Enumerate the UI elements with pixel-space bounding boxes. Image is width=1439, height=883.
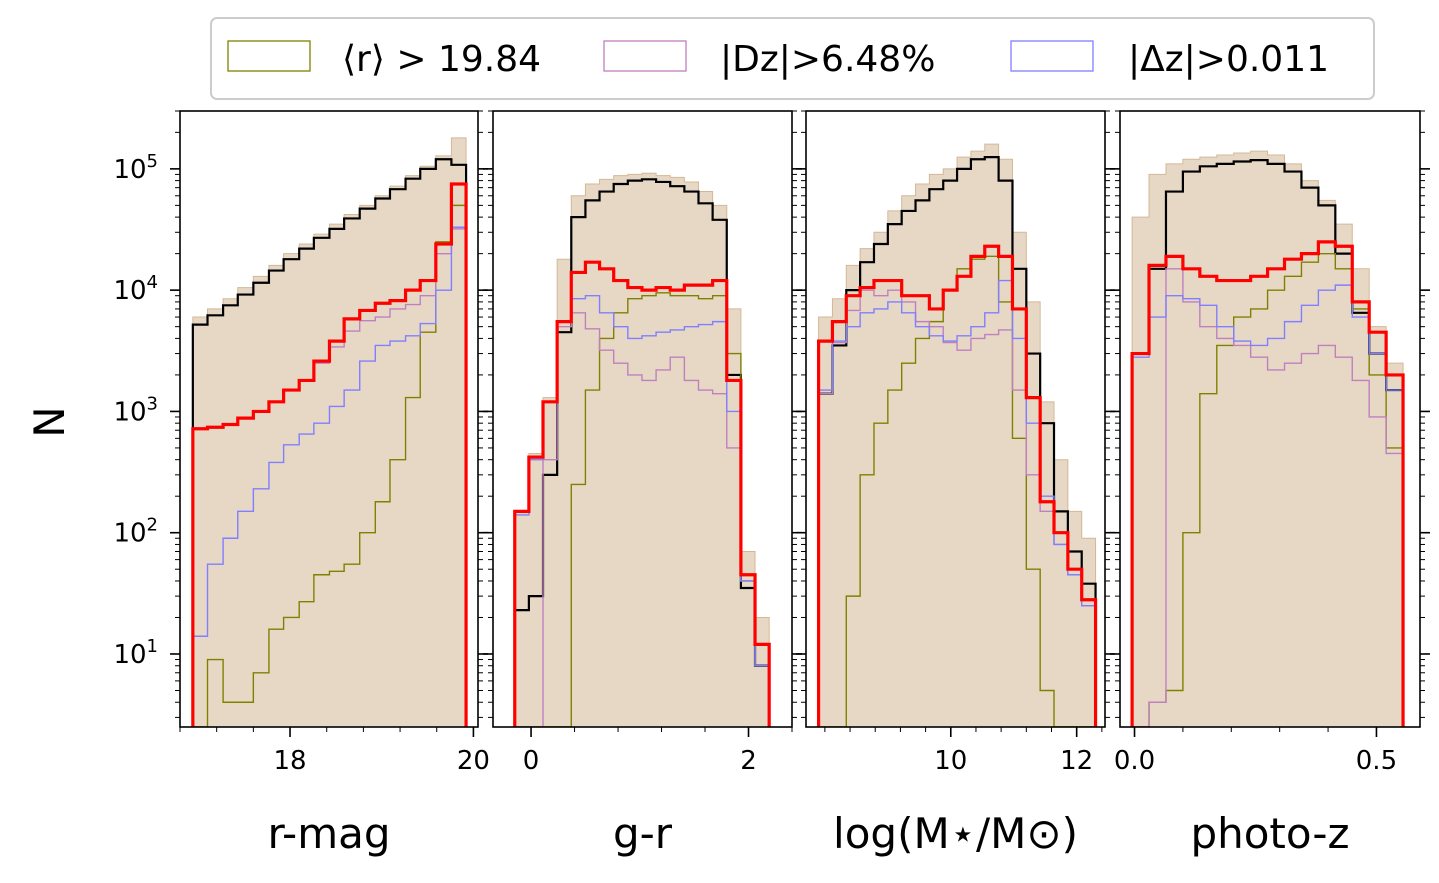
y-tick-exponent: 3 xyxy=(147,393,158,414)
legend-frame xyxy=(210,17,1375,100)
legend-swatch-dz-percent xyxy=(603,40,687,72)
histogram-all-filled xyxy=(1131,150,1404,727)
histogram-rmag-cut xyxy=(192,204,467,727)
x-tick-label: 0 xyxy=(523,746,540,776)
panel-frame xyxy=(1119,110,1421,728)
y-tick-exponent: 5 xyxy=(147,151,158,172)
histogram-rmag-cut xyxy=(1132,252,1404,727)
panel-frame xyxy=(805,110,1106,728)
histogram-dz-absolute-cut xyxy=(192,226,467,727)
histogram-dz-absolute-cut xyxy=(1131,284,1404,727)
y-tick-label: 105 xyxy=(113,151,158,185)
x-axis-label: photo-z xyxy=(1190,809,1349,858)
histogram-rmag-cut xyxy=(514,292,770,727)
y-tick-base: 10 xyxy=(113,397,146,427)
y-tick-base: 10 xyxy=(113,519,146,549)
x-axis-label: g-r xyxy=(613,809,673,858)
legend-label-dz-percent: |Dz|>6.48% xyxy=(720,39,935,80)
histogram-dz-percent-cut xyxy=(514,312,770,727)
histogram-dz-percent-cut xyxy=(1132,268,1404,727)
histogram-all-outline xyxy=(1131,159,1405,727)
histogram-union xyxy=(191,182,468,727)
panel-frame xyxy=(179,110,479,728)
histogram-all-outline xyxy=(191,158,468,727)
panel-2: 10 12 log(M⋆/M⊙) xyxy=(796,110,1115,858)
y-tick-base: 10 xyxy=(113,640,146,670)
y-tick-base: 10 xyxy=(113,155,146,185)
legend-swatch-dz-absolute xyxy=(1010,40,1094,72)
x-tick-label: 20 xyxy=(457,746,490,776)
x-tick-label: 0.5 xyxy=(1356,746,1397,776)
histogram-union xyxy=(816,244,1098,727)
histogram-all-outline xyxy=(817,156,1097,727)
x-tick-label: 18 xyxy=(273,746,306,776)
panel-plot-area xyxy=(1130,150,1405,727)
panel-plot-area xyxy=(513,172,771,727)
histogram-union xyxy=(513,260,771,727)
y-tick-exponent: 1 xyxy=(147,636,158,657)
legend-label-rmag: ⟨r⟩ > 19.84 xyxy=(342,39,541,80)
y-tick-exponent: 2 xyxy=(147,515,158,536)
y-tick-exponent: 4 xyxy=(147,272,158,293)
y-tick-label: 101 xyxy=(113,636,158,670)
y-axis-label: N xyxy=(25,406,74,437)
panel-plot-area xyxy=(816,143,1098,727)
x-tick-label: 12 xyxy=(1060,746,1093,776)
panel-plot-area xyxy=(191,137,468,727)
panel-frame xyxy=(492,110,793,728)
histogram-union xyxy=(1130,240,1405,727)
panel-0: 18 20 r-mag xyxy=(170,110,490,858)
y-tick-base: 10 xyxy=(113,276,146,306)
y-tick-label: 104 xyxy=(113,272,158,306)
x-axis-label: r-mag xyxy=(267,809,390,858)
x-tick-label: 0.0 xyxy=(1114,746,1155,776)
x-axis-label: log(M⋆/M⊙) xyxy=(833,809,1078,858)
x-tick-label: 2 xyxy=(740,746,757,776)
panel-1: 0 2 g-r xyxy=(483,110,802,858)
histogram-all-filled xyxy=(192,137,467,727)
legend-swatch-rmag xyxy=(227,40,311,72)
legend-label-dz-absolute: |Δz|>0.011 xyxy=(1128,39,1329,80)
panel-3: 0.0 0.5 photo-z xyxy=(1110,110,1430,858)
y-tick-label: 102 xyxy=(113,515,158,549)
histogram-all-filled xyxy=(514,172,770,727)
y-tick-label: 103 xyxy=(113,393,158,427)
legend: ⟨r⟩ > 19.84 |Dz|>6.48% |Δz|>0.011 xyxy=(210,17,1375,100)
x-tick-label: 10 xyxy=(934,746,967,776)
